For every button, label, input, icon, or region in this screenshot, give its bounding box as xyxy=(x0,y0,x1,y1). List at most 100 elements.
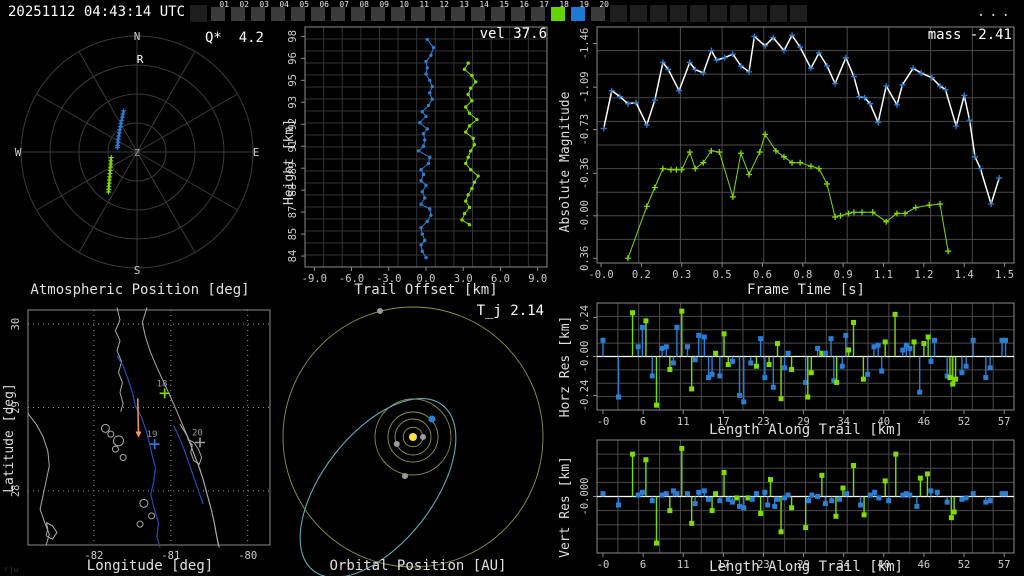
horz-res-axis-label: Horz Res [km] xyxy=(558,315,573,418)
svg-text:11: 11 xyxy=(677,559,690,571)
map-ticks: -82 -81 -80 30 29 28 xyxy=(10,318,257,562)
camera-slot-15[interactable]: 15 xyxy=(490,0,510,24)
camera-slot-box xyxy=(710,5,727,22)
orbital-position-chart xyxy=(282,306,544,576)
vert-res-axis-label: Vert Res [km] xyxy=(558,456,573,558)
camera-slot-13[interactable]: 13 xyxy=(450,0,470,24)
camera-slot-number: 11 xyxy=(419,0,429,9)
camera-slot-box xyxy=(571,7,585,21)
svg-text:17: 17 xyxy=(717,559,730,571)
svg-text:-0.00: -0.00 xyxy=(579,341,591,373)
svg-text:9.0: 9.0 xyxy=(528,273,547,285)
camera-slot-box xyxy=(411,7,425,21)
camera-slot-19[interactable]: 19 xyxy=(570,0,590,24)
svg-text:0.6: 0.6 xyxy=(753,269,772,281)
camera-slot-18[interactable]: 18 xyxy=(550,0,570,24)
vert-length-title: Length Along Trail [km] xyxy=(709,559,903,575)
camera-slot-11[interactable]: 11 xyxy=(410,0,430,24)
camera-slot-box xyxy=(211,7,225,21)
compass-labels: N S W E Z R xyxy=(15,30,260,277)
earth-marker xyxy=(428,415,436,423)
svg-text:-0.00: -0.00 xyxy=(579,200,591,232)
camera-slot-empty[interactable] xyxy=(650,0,670,24)
planet-orbits xyxy=(282,306,544,568)
svg-horz-ticks: -0 6 11 17 23 29 34 40 46 52 57 0.24 -0.00 -0.24 xyxy=(579,305,1010,428)
camera-slot-box xyxy=(551,7,565,21)
station-marker-19: 19 xyxy=(147,430,160,450)
utc-timestamp: 20251112 04:43:14 UTC xyxy=(8,4,186,20)
svg-text:R: R xyxy=(137,53,144,66)
camera-slot-17[interactable]: 17 xyxy=(530,0,550,24)
atmospheric-position-panel: N S W E Z R Q* 4.2 Atmospheric Position [deg] xyxy=(0,24,280,300)
camera-slot-empty[interactable] xyxy=(750,0,770,24)
svg-text:29: 29 xyxy=(797,416,810,428)
camera-slot-empty[interactable] xyxy=(770,0,790,24)
camera-slot-20[interactable]: 20 xyxy=(590,0,610,24)
camera-slot-12[interactable]: 12 xyxy=(430,0,450,24)
svg-text:-6.0: -6.0 xyxy=(339,273,364,285)
camera-slot-06[interactable]: 06 xyxy=(310,0,330,24)
camera-slot-empty[interactable] xyxy=(730,0,750,24)
status-bar: 20251112 04:43:14 UTC 01 02 03 04 05 06 07 08 09… xyxy=(0,0,1024,24)
camera-slot-number: 07 xyxy=(339,0,349,9)
camera-slot-empty[interactable] xyxy=(790,0,810,24)
svg-text:0.2: 0.2 xyxy=(632,269,651,281)
overflow-menu[interactable]: ... xyxy=(976,4,1014,20)
camera-slot-14[interactable]: 14 xyxy=(470,0,490,24)
map-grid xyxy=(28,310,270,545)
svg-text:11: 11 xyxy=(677,416,690,428)
camera-slot-number: 04 xyxy=(279,0,289,9)
camera-slot-07[interactable]: 07 xyxy=(330,0,350,24)
svg-text:0.0: 0.0 xyxy=(417,273,436,285)
camera-slot-01[interactable]: 01 xyxy=(210,0,230,24)
svg-text:-9.0: -9.0 xyxy=(302,273,327,285)
svg-text:29: 29 xyxy=(797,559,810,571)
svg-text:57: 57 xyxy=(998,416,1011,428)
camera-slot-number: 08 xyxy=(359,0,369,9)
svg-text:1.5: 1.5 xyxy=(995,269,1014,281)
horz-length-title: Length Along Trail [km] xyxy=(709,422,903,438)
svg-text:Z: Z xyxy=(134,148,140,159)
polar-track-blue-track xyxy=(114,108,127,150)
svg-text:46: 46 xyxy=(918,416,931,428)
velocity-annotation: vel 37.6 xyxy=(479,26,547,42)
svg-text:0.5: 0.5 xyxy=(713,269,732,281)
svg-text:98: 98 xyxy=(287,30,299,43)
orbital-position-title: Orbital Position [AU] xyxy=(329,558,507,574)
camera-slot-box xyxy=(251,7,265,21)
camera-slot-empty[interactable] xyxy=(610,0,630,24)
camera-slot-16[interactable]: 16 xyxy=(510,0,530,24)
svg-text:23: 23 xyxy=(757,559,770,571)
svg-text:30: 30 xyxy=(10,318,22,331)
camera-slot-09[interactable]: 09 xyxy=(370,0,390,24)
camera-slot-empty[interactable] xyxy=(670,0,690,24)
svg-text:46: 46 xyxy=(918,559,931,571)
camera-slot-empty[interactable] xyxy=(710,0,730,24)
camera-slot-empty[interactable] xyxy=(630,0,650,24)
camera-slot-empty[interactable] xyxy=(690,0,710,24)
camera-slot-box xyxy=(471,7,485,21)
vertical-residuals-chart: -0 6 11 17 23 29 34 40 46 52 57 -0.000 xyxy=(579,439,1015,571)
camera-slot-empty[interactable] xyxy=(190,0,210,24)
svg-text:-1.09: -1.09 xyxy=(579,71,591,103)
svg-text:6: 6 xyxy=(640,416,646,428)
camera-slot-number: 06 xyxy=(319,0,329,9)
camera-slot-03[interactable]: 03 xyxy=(250,0,270,24)
camera-slot-10[interactable]: 10 xyxy=(390,0,410,24)
svg-text:95: 95 xyxy=(287,74,299,87)
svg-height-ticks: -9.0 -6.0 -3.0 0.0 3.0 6.0 9.0 84 85 87 88 89 91 92 93… xyxy=(287,30,547,285)
svg-text:1.2: 1.2 xyxy=(914,269,933,281)
camera-slot-02[interactable]: 02 xyxy=(230,0,250,24)
magnitude-axis-label: Absolute Magnitude xyxy=(558,91,573,233)
horizontal-residuals-chart: -0 6 11 17 23 29 34 40 46 52 57 0.24 -0.00 -0.24 xyxy=(579,302,1015,428)
svg-text:1.1: 1.1 xyxy=(874,269,893,281)
svg-text:52: 52 xyxy=(958,416,971,428)
camera-slot-number: 12 xyxy=(439,0,449,9)
height-profile-panel: -9.0 -6.0 -3.0 0.0 3.0 6.0 9.0 84 85 87 88 89 91 92 93… xyxy=(280,24,556,300)
camera-slot-04[interactable]: 04 xyxy=(270,0,290,24)
orbital-position-panel: T_j 2.14 Orbital Position [AU] xyxy=(280,295,556,576)
light-curve-panel: -0.0 0.2 0.3 0.5 0.6 0.8 0.9 1.1 1.2 1.4 1.5 -1.46 -… xyxy=(556,24,1024,300)
camera-slot-box xyxy=(331,7,345,21)
camera-slot-05[interactable]: 05 xyxy=(290,0,310,24)
camera-slot-08[interactable]: 08 xyxy=(350,0,370,24)
